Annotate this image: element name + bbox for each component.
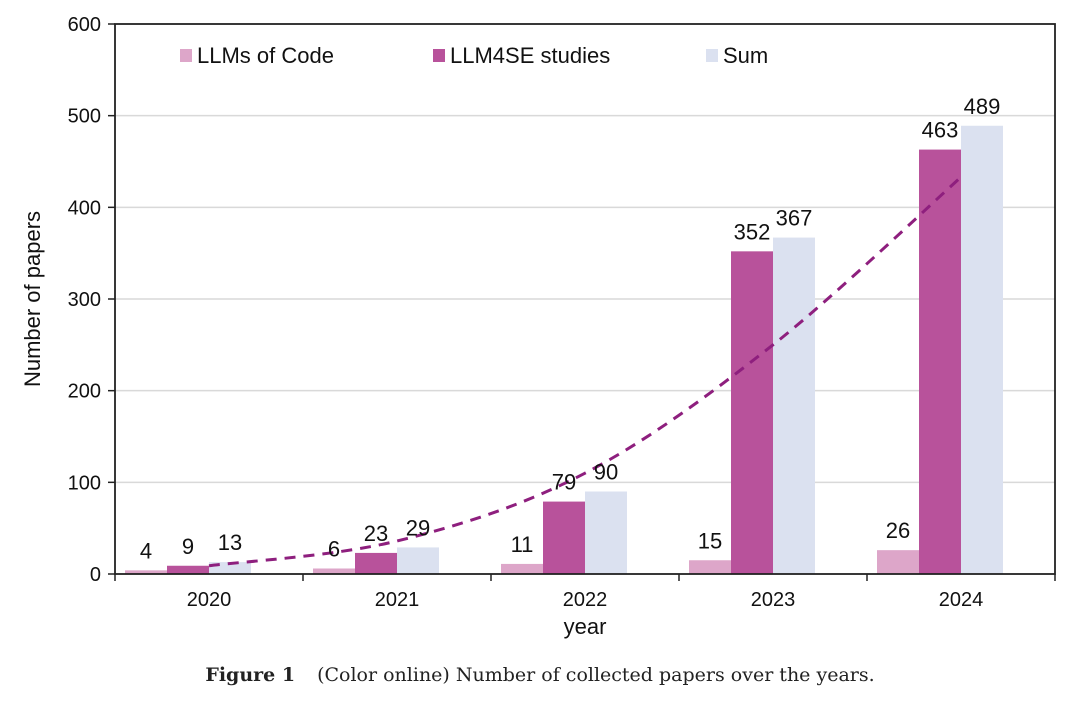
legend-label-0: LLMs of Code xyxy=(197,43,334,68)
bar-2023-series-1 xyxy=(731,251,773,575)
legend-swatch-0 xyxy=(180,49,192,62)
bar-2022-series-0 xyxy=(501,563,543,574)
data-label-2021-series-2: 29 xyxy=(406,515,430,540)
bar-2020-series-2 xyxy=(209,562,251,574)
data-label-2021-series-0: 6 xyxy=(328,537,340,562)
y-tick-label-100: 100 xyxy=(68,472,101,494)
bar-2022-series-2 xyxy=(585,491,627,574)
bar-2022-series-1 xyxy=(543,501,585,574)
bar-2020-series-1 xyxy=(167,565,209,574)
x-axis-title: year xyxy=(564,614,607,639)
y-tick-label-600: 600 xyxy=(68,14,101,36)
y-tick-label-400: 400 xyxy=(68,197,101,219)
data-label-2022-series-2: 90 xyxy=(594,460,618,485)
data-label-2020-series-1: 9 xyxy=(182,534,194,559)
bar-chart: 0 100 200 300 400 500 600 2020 2021 2022 2023 2024 y… xyxy=(20,14,1056,639)
data-label-2022-series-0: 11 xyxy=(511,532,534,557)
bar-2024-series-2 xyxy=(961,125,1003,574)
bar-2021-series-1 xyxy=(355,552,397,574)
data-label-2023-series-1: 352 xyxy=(734,219,771,244)
plot-frame xyxy=(114,23,1056,575)
x-tick-label-2023: 2023 xyxy=(751,589,796,611)
bar-2023-series-2 xyxy=(773,237,815,575)
bar-2021-series-0 xyxy=(313,568,355,574)
bar-2024-series-1 xyxy=(919,149,961,575)
legend-label-1: LLM4SE studies xyxy=(450,43,610,68)
data-label-2020-series-0: 4 xyxy=(140,538,152,563)
data-labels: 4 6 11 15 26 9 23 79 352 463 13 29 90 367 489 xyxy=(140,94,1000,564)
figure-caption: Figure 1 (Color online) Number of collect… xyxy=(0,664,1080,686)
legend: LLMs of Code LLM4SE studies Sum xyxy=(180,43,768,68)
y-tick-label-0: 0 xyxy=(90,564,101,586)
x-tick-label-2024: 2024 xyxy=(939,589,984,611)
caption-label: Figure 1 xyxy=(205,664,296,686)
bar-2020-series-0 xyxy=(125,570,167,574)
x-tick-label-2022: 2022 xyxy=(563,589,608,611)
axes: 0 100 200 300 400 500 600 2020 2021 2022 2023 2024 y… xyxy=(20,14,1056,639)
data-label-2020-series-2: 13 xyxy=(218,530,242,555)
data-label-2024-series-1: 463 xyxy=(922,118,959,143)
trendline xyxy=(208,175,962,568)
data-label-2024-series-0: 26 xyxy=(886,518,910,543)
data-label-2023-series-2: 367 xyxy=(776,206,813,231)
data-label-2022-series-1: 79 xyxy=(552,470,576,495)
bar-2023-series-0 xyxy=(689,560,731,574)
y-tick-label-200: 200 xyxy=(68,381,101,403)
grid-lines xyxy=(115,114,1055,484)
data-label-2021-series-1: 23 xyxy=(364,521,388,546)
y-axis-title: Number of papers xyxy=(20,211,45,387)
x-tick-label-2020: 2020 xyxy=(187,589,232,611)
data-label-2024-series-2: 489 xyxy=(964,94,1001,119)
data-label-2023-series-0: 15 xyxy=(698,528,722,553)
legend-label-2: Sum xyxy=(723,43,768,68)
bar-2024-series-0 xyxy=(877,550,919,574)
legend-swatch-1 xyxy=(433,49,445,62)
caption-text: (Color online) Number of collected paper… xyxy=(317,664,875,686)
y-tick-label-500: 500 xyxy=(68,106,101,128)
y-tick-label-300: 300 xyxy=(68,289,101,311)
x-tick-label-2021: 2021 xyxy=(375,589,420,611)
trendline-path xyxy=(208,175,962,568)
bar-2021-series-2 xyxy=(397,547,439,574)
legend-swatch-2 xyxy=(706,49,718,62)
bars xyxy=(125,125,1003,575)
